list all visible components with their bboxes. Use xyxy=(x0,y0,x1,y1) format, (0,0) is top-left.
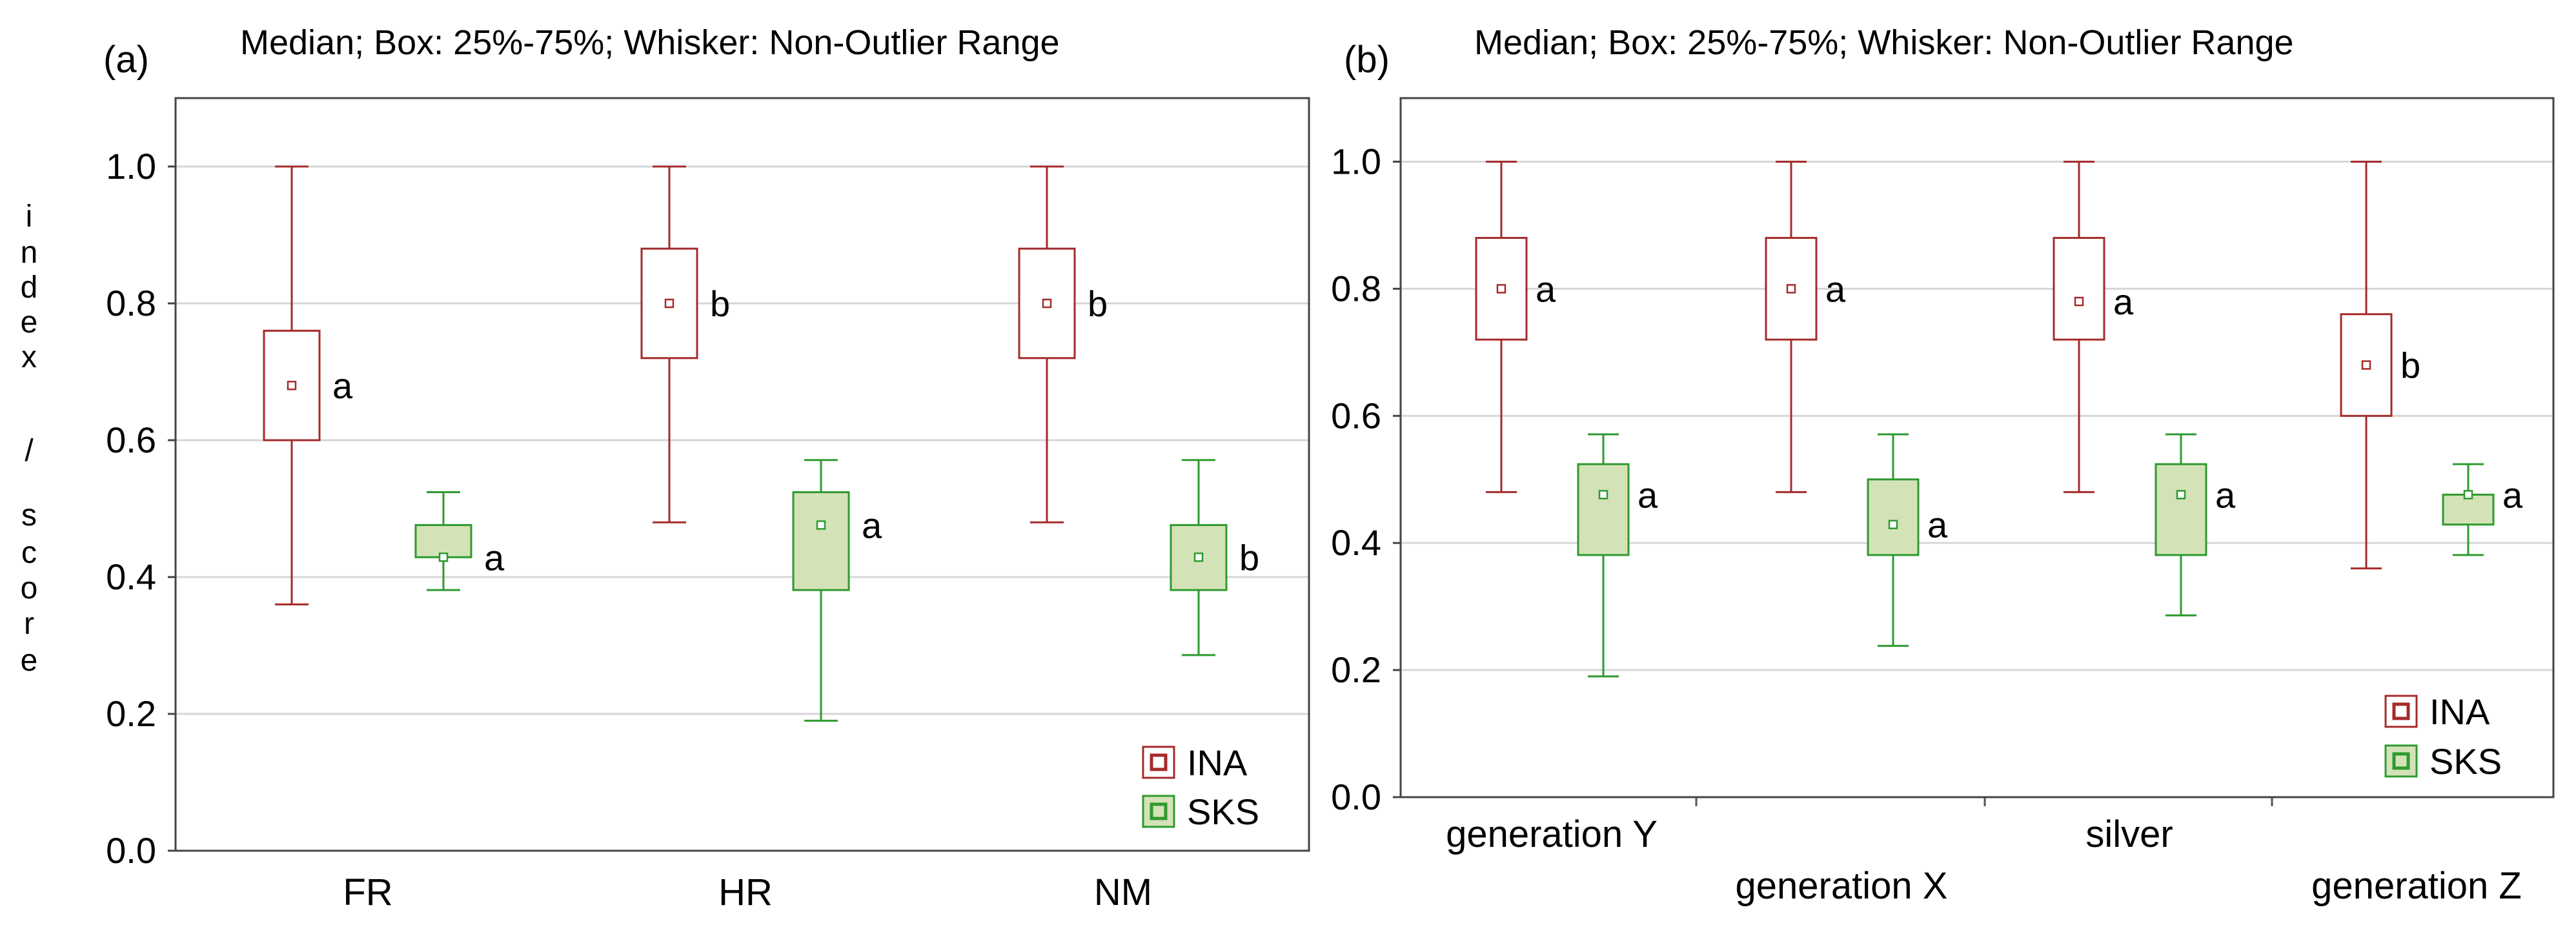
x-tick-label: HR xyxy=(718,871,773,913)
y-axis-label-letter: c xyxy=(21,536,37,570)
box-iqr xyxy=(1867,478,1920,556)
x-tick-label: NM xyxy=(1094,871,1152,913)
significance-letter: a xyxy=(1638,474,1658,515)
y-tick-label: 0.6 xyxy=(1331,395,1381,436)
significance-letter: b xyxy=(1088,283,1108,324)
chart-title: Median; Box: 25%-75%; Whisker: Non-Outli… xyxy=(240,23,1060,62)
significance-letter: b xyxy=(1239,537,1259,578)
legend-marker xyxy=(1150,802,1168,820)
y-tick-label: 1.0 xyxy=(1331,141,1381,181)
box-iqr xyxy=(414,523,472,558)
panel-a: 0.0 0.2 0.4 0.6 0.8 1.0 (a) Median; Box: 25%-75… xyxy=(103,23,1310,913)
median-marker xyxy=(1598,490,1608,500)
y-tick-label: 0.6 xyxy=(106,420,156,460)
plot-frame xyxy=(1399,97,2555,798)
median-marker xyxy=(438,553,449,562)
y-axis-label-letter: d xyxy=(21,270,38,305)
y-axis-label-letter: s xyxy=(21,498,37,533)
panel-b: 0.0 0.2 0.4 0.6 0.8 1.0 (b) Median; Box: 25%-75… xyxy=(1331,23,2555,907)
box-iqr xyxy=(2442,493,2495,526)
box-iqr xyxy=(1577,463,1630,556)
y-tick-label: 0.4 xyxy=(106,556,156,597)
legend-label: INA xyxy=(1187,742,1248,783)
legend-label: SKS xyxy=(2429,741,2502,782)
legend-swatch xyxy=(2384,695,2418,728)
y-tick-label: 0.8 xyxy=(1331,268,1381,309)
legend-label: INA xyxy=(2429,691,2490,732)
y-tick-label: 0.0 xyxy=(106,830,156,871)
y-axis-label-letter: x xyxy=(21,340,37,374)
median-marker xyxy=(664,298,674,309)
significance-letter: a xyxy=(1927,505,1948,545)
median-marker xyxy=(2463,490,2473,500)
significance-letter: a xyxy=(332,365,353,406)
y-tick-label: 0.2 xyxy=(1331,649,1381,690)
significance-letter: b xyxy=(2400,345,2420,386)
legend-swatch xyxy=(2384,744,2418,778)
y-tick-label: 0.2 xyxy=(106,693,156,734)
legend-swatch xyxy=(1142,795,1175,828)
legend-marker xyxy=(2392,702,2410,720)
significance-letter: b xyxy=(710,283,730,324)
panel-label: (a) xyxy=(103,39,149,81)
legend-marker xyxy=(1150,753,1168,771)
panel-label: (b) xyxy=(1344,39,1390,81)
legend-swatch xyxy=(1142,746,1175,779)
median-marker xyxy=(1496,284,1506,294)
y-tick-label: 0.0 xyxy=(1331,777,1381,817)
median-marker xyxy=(1888,520,1898,529)
significance-letter: a xyxy=(1536,269,1556,309)
significance-letter: a xyxy=(484,537,505,578)
x-tick-label: silver xyxy=(2085,813,2173,855)
median-marker xyxy=(2074,296,2084,307)
y-axis-label-letter: o xyxy=(21,571,38,605)
box-iqr xyxy=(792,491,850,591)
significance-letter: a xyxy=(1825,269,1846,309)
y-axis-label-letter: i xyxy=(26,199,33,234)
y-tick-label: 1.0 xyxy=(106,146,156,187)
x-tick-label: generation Y xyxy=(1446,813,1658,855)
box-iqr xyxy=(2155,463,2207,556)
y-axis-label-letter: r xyxy=(24,607,34,641)
y-axis-label-letter: n xyxy=(21,236,38,270)
y-axis-label-letter: e xyxy=(21,305,38,340)
median-marker xyxy=(287,380,297,391)
significance-letter: a xyxy=(2113,281,2134,322)
median-marker xyxy=(1193,553,1204,562)
significance-letter: a xyxy=(2215,474,2236,515)
y-axis-label-letter: / xyxy=(25,434,34,468)
median-marker xyxy=(1042,298,1052,309)
y-axis-label-letter: e xyxy=(21,644,38,678)
chart-title: Median; Box: 25%-75%; Whisker: Non-Outli… xyxy=(1474,23,2294,62)
legend-marker xyxy=(2392,752,2410,770)
median-marker xyxy=(816,520,826,530)
x-tick-label: generation X xyxy=(1736,865,1948,907)
plot-frame xyxy=(174,97,1310,852)
significance-letter: a xyxy=(2502,474,2523,515)
significance-letter: a xyxy=(862,505,882,545)
median-marker xyxy=(2176,490,2186,500)
legend-label: SKS xyxy=(1187,791,1259,832)
x-tick-label: FR xyxy=(343,871,392,913)
y-tick-label: 0.4 xyxy=(1331,522,1381,563)
x-tick-label: generation Z xyxy=(2311,865,2522,907)
box-iqr xyxy=(2053,237,2105,341)
median-marker xyxy=(1786,284,1796,294)
y-tick-label: 0.8 xyxy=(106,283,156,323)
median-marker xyxy=(2361,360,2371,370)
